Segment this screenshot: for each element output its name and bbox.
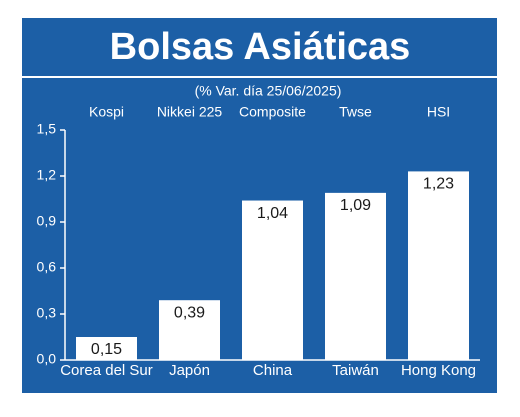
index-name: Composite xyxy=(239,104,306,120)
chart-title: Bolsas Asiáticas xyxy=(110,26,411,68)
y-tick-label: 0,0 xyxy=(37,351,57,367)
x-tick-label: China xyxy=(253,362,293,379)
value-label: 1,09 xyxy=(340,197,371,214)
value-label: 1,23 xyxy=(423,176,454,193)
x-tick-label: Hong Kong xyxy=(401,362,476,379)
y-tick-label: 0,9 xyxy=(37,213,57,229)
index-name: Twse xyxy=(339,104,372,120)
value-label: 0,15 xyxy=(91,341,122,358)
x-tick-label: Japón xyxy=(169,362,210,379)
y-tick-label: 1,5 xyxy=(37,121,57,137)
index-name: Nikkei 225 xyxy=(157,104,223,120)
bar xyxy=(242,200,303,360)
value-label: 1,04 xyxy=(257,205,288,222)
bar xyxy=(408,171,469,360)
bar xyxy=(76,337,137,360)
bar xyxy=(159,300,220,360)
y-tick-label: 0,6 xyxy=(37,259,57,275)
x-tick-label: Taiwán xyxy=(332,362,379,379)
x-tick-label: Corea del Sur xyxy=(60,362,153,379)
y-tick-label: 1,2 xyxy=(37,167,57,183)
index-name: HSI xyxy=(427,104,450,120)
value-label: 0,39 xyxy=(174,304,205,321)
y-tick-label: 0,3 xyxy=(37,305,57,321)
chart-subtitle: (% Var. día 25/06/2025) xyxy=(195,83,342,99)
index-name: Kospi xyxy=(89,104,124,120)
bar xyxy=(325,192,386,360)
